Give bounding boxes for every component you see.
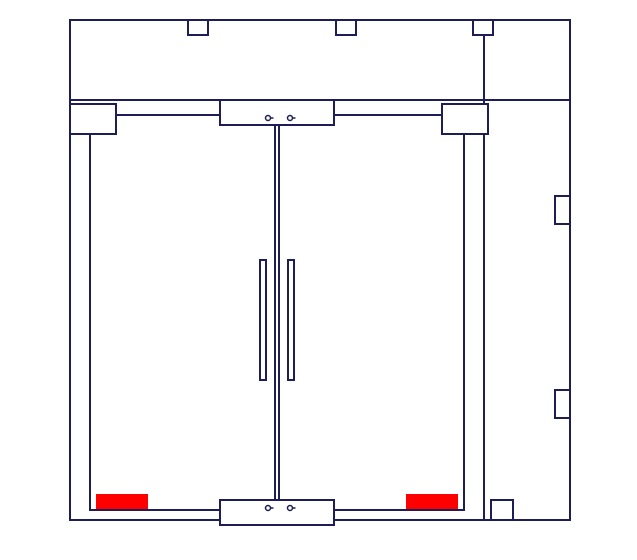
top-tab-1 [336, 20, 356, 35]
left-mount [70, 104, 116, 134]
top-tab-2 [473, 20, 493, 35]
bottom-cover [220, 500, 334, 525]
right-tab-1 [555, 390, 570, 418]
door-diagram [0, 0, 637, 560]
right-mount [442, 104, 488, 134]
handle-1 [288, 260, 294, 380]
highlight-0 [96, 494, 148, 510]
right-tab-2 [491, 500, 513, 520]
canvas-bg [0, 0, 637, 560]
highlight-1 [406, 494, 458, 510]
top-tab-0 [188, 20, 208, 35]
top-cover [220, 100, 334, 125]
right-tab-0 [555, 196, 570, 224]
handle-0 [260, 260, 266, 380]
